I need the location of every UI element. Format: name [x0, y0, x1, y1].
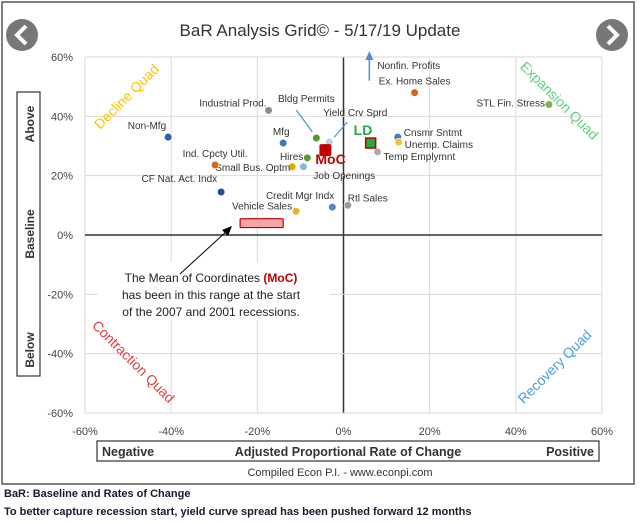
ld-marker — [364, 137, 377, 149]
y-tick-label: -20% — [47, 289, 73, 301]
data-point-label: Rtl Sales — [348, 193, 388, 204]
data-point — [288, 162, 297, 171]
data-point-label: Job Openings — [313, 171, 375, 182]
annotation-line-1: The Mean of Coordinates (MoC) — [125, 271, 298, 285]
recession-range-box — [239, 218, 284, 229]
x-tick-label: 60% — [591, 426, 613, 438]
chevron-left-icon — [14, 24, 28, 46]
x-tick-label: 40% — [505, 426, 527, 438]
data-point-label: Industrial Prod. — [199, 98, 266, 109]
chart-frame — [1, 1, 635, 485]
data-point — [343, 201, 352, 210]
ld-label: LD — [354, 122, 373, 138]
data-point — [544, 100, 554, 109]
x-label-negative: Negative — [102, 445, 154, 459]
x-axis-label: Adjusted Proportional Rate of Change — [235, 445, 461, 459]
x-tick-label: -20% — [244, 426, 270, 438]
data-point — [410, 88, 419, 97]
y-tick-label: 60% — [51, 52, 73, 64]
footer-line-1: BaR: Baseline and Rates of Change — [4, 488, 191, 500]
data-point — [373, 147, 382, 157]
data-point-label: Mfg — [273, 127, 290, 138]
credit-text: Compiled Econ P.I. - www.econpi.com — [247, 467, 432, 479]
data-point-label: Small Bus. Optm — [215, 163, 290, 174]
data-point-label: CF Nat. Act. Indx — [142, 174, 218, 185]
data-point — [164, 133, 173, 142]
arrow-head-icon — [222, 226, 232, 236]
moc-marker — [319, 144, 332, 157]
y-tick-label: 20% — [51, 171, 73, 183]
annotation-arrow — [179, 229, 229, 275]
data-point — [328, 203, 337, 212]
y-tick-label: 40% — [51, 111, 73, 123]
y-tick-label: -40% — [47, 349, 73, 361]
arrow-up-icon — [365, 51, 374, 60]
data-point-label: Credit Mgr Indx — [266, 191, 334, 202]
y-tick-label: 0% — [57, 230, 73, 242]
pointer-arrow — [295, 109, 313, 133]
data-point — [312, 133, 321, 143]
y-label-above: Above — [23, 105, 37, 142]
x-label-positive: Positive — [546, 445, 594, 459]
data-point-label: Hires — [280, 152, 303, 163]
y-label-box — [16, 91, 41, 377]
data-point — [264, 106, 273, 115]
y-tick-label: -60% — [47, 408, 73, 420]
data-point-label: Cnsmr Sntmt — [404, 128, 463, 139]
chevron-right-icon — [606, 24, 620, 46]
scatter-chart: BaR Analysis Grid© - 5/17/19 Update -60%… — [1, 1, 635, 485]
x-tick-label: -60% — [72, 426, 98, 438]
x-tick-label: 0% — [336, 426, 352, 438]
x-tick-label: -40% — [158, 426, 184, 438]
offchart-point-label: Nonfin. Profits — [377, 61, 440, 72]
pointer-arrow — [333, 121, 348, 138]
data-point — [217, 187, 226, 197]
x-label-box — [96, 440, 600, 462]
chart-title: BaR Analysis Grid© - 5/17/19 Update — [180, 21, 461, 40]
next-button[interactable] — [596, 19, 628, 51]
y-label-baseline: Baseline — [23, 209, 37, 259]
data-point-label: Unemp. Claims — [405, 140, 473, 151]
data-point-label: Non-Mfg — [128, 121, 166, 132]
data-point-label: Yield Crv Sprd — [323, 108, 387, 119]
y-label-below: Below — [23, 332, 37, 368]
data-point — [299, 162, 308, 171]
data-point — [211, 160, 220, 170]
data-point — [394, 138, 403, 147]
prev-button[interactable] — [6, 19, 38, 51]
data-point-label: STL Fin. Stress — [476, 98, 545, 109]
x-tick-label: 20% — [419, 426, 441, 438]
data-point — [279, 138, 288, 148]
annotation-line-3: of the 2007 and 2001 recessions. — [122, 305, 299, 319]
data-point-label: Ind. Cpcty Util. — [183, 149, 248, 160]
footer-line-2: To better capture recession start, yield… — [4, 506, 472, 518]
data-point — [292, 207, 301, 216]
data-point-label: Bldg Permits — [278, 94, 335, 105]
data-point — [303, 153, 312, 162]
annotation-line-2: has been in this range at the start — [122, 288, 301, 302]
annotation-bg — [98, 262, 330, 320]
moc-label: MoC — [315, 151, 345, 167]
data-point-label: Ex. Home Sales — [379, 77, 451, 88]
data-point-label: Temp Emplymnt — [384, 152, 456, 163]
data-point-label: Vehicle Sales — [232, 201, 292, 212]
